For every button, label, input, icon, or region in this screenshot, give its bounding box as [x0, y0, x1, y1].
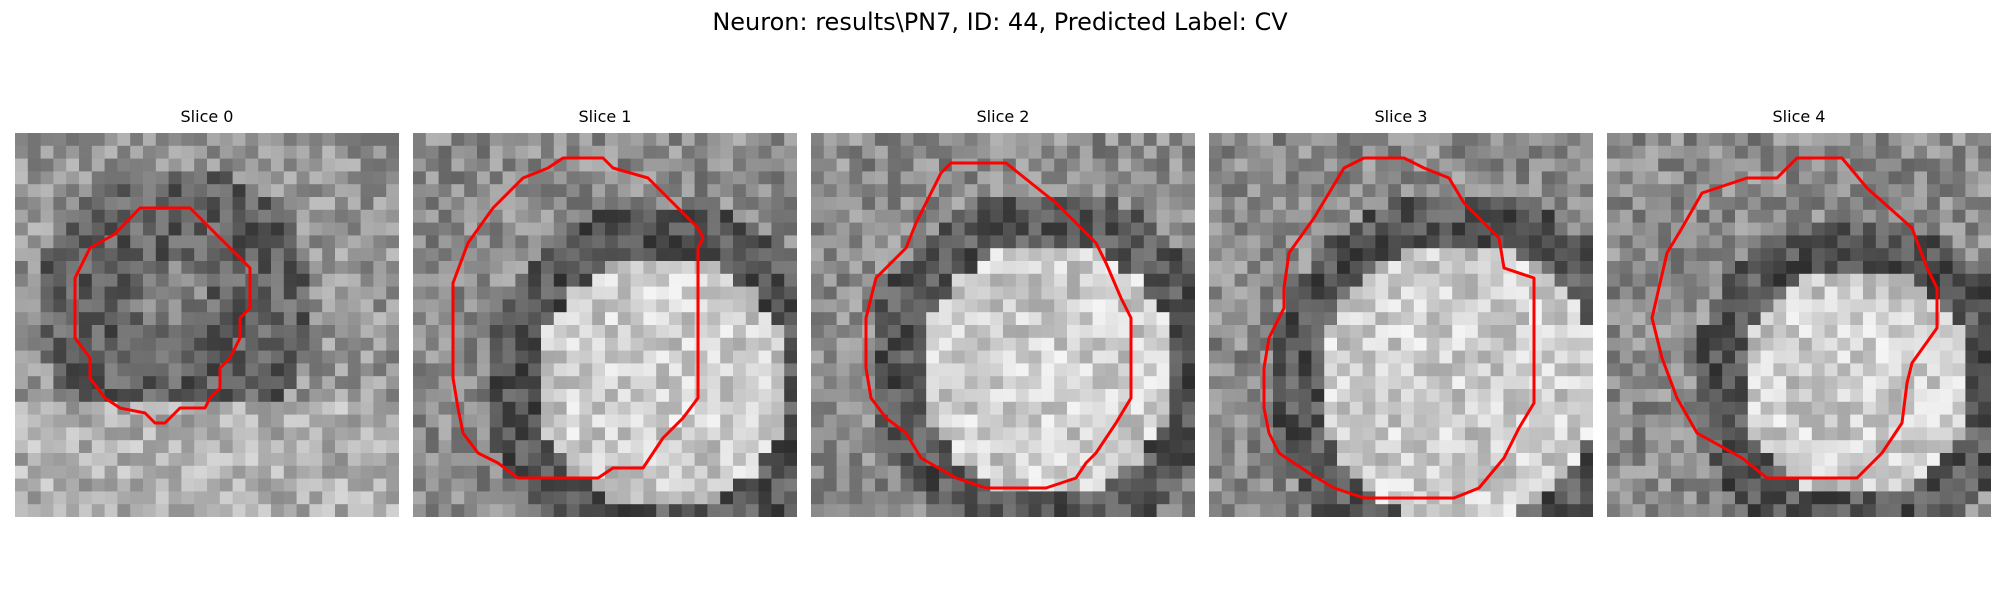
slice-title-3: Slice 3 — [1374, 107, 1428, 126]
slice-panel-4: Slice 4 — [1607, 107, 1991, 517]
slice-title-2: Slice 2 — [976, 107, 1030, 126]
slice-title-1: Slice 1 — [578, 107, 632, 126]
slice-image-2 — [811, 133, 1195, 517]
slice-panel-3: Slice 3 — [1209, 107, 1593, 517]
neuron-contour-2 — [864, 161, 1133, 490]
slice-image-1 — [413, 133, 797, 517]
slice-title-4: Slice 4 — [1772, 107, 1826, 126]
figure-title: Neuron: results\PN7, ID: 44, Predicted L… — [712, 8, 1288, 36]
neuron-contour-4 — [1650, 156, 1939, 480]
slice-image-0 — [15, 133, 399, 517]
slice-image-3 — [1209, 133, 1593, 517]
neuron-contour-1 — [451, 156, 705, 480]
slice-panel-1: Slice 1 — [413, 107, 797, 517]
neuron-contour-3 — [1262, 156, 1536, 500]
slice-panel-2: Slice 2 — [811, 107, 1195, 517]
slice-panel-0: Slice 0 — [15, 107, 399, 517]
neuron-contour-0 — [73, 206, 252, 425]
slice-image-4 — [1607, 133, 1991, 517]
slice-title-0: Slice 0 — [180, 107, 234, 126]
